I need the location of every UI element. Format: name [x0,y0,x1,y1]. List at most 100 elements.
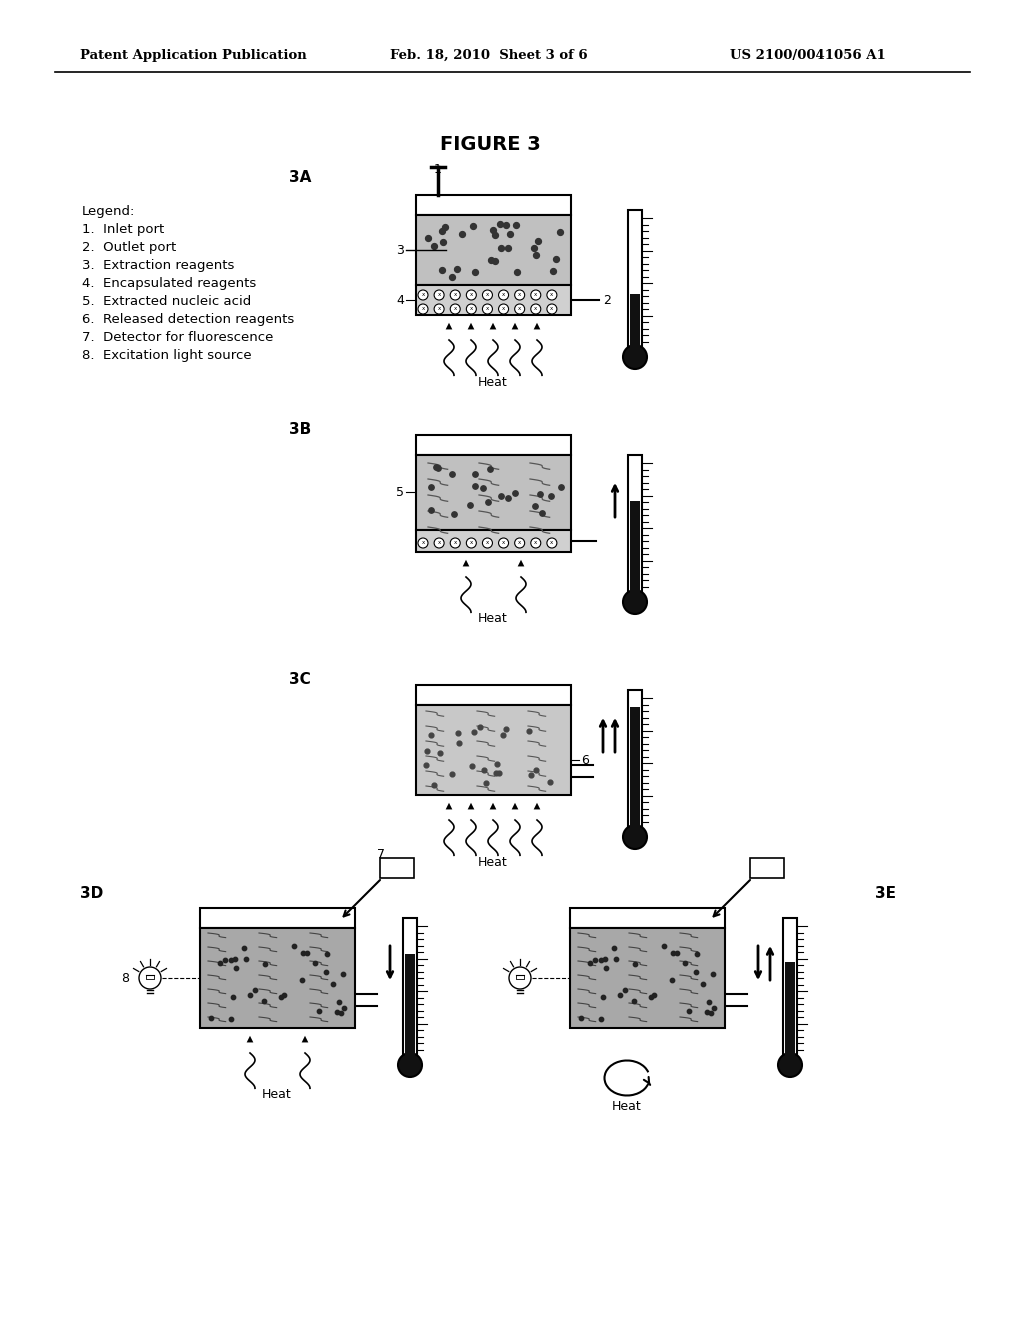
Point [222,949,239,970]
Text: x: x [470,540,473,545]
Point [493,214,509,235]
Circle shape [418,290,428,300]
Text: x: x [470,293,473,297]
Point [203,1007,219,1028]
Point [217,949,233,970]
Point [553,477,569,498]
Bar [406,954,415,1063]
Point [299,942,315,964]
Point [500,238,516,259]
Circle shape [466,290,476,300]
Bar [416,705,571,795]
Text: 4: 4 [396,293,404,306]
Text: x: x [518,293,521,297]
Point [507,483,523,504]
Point [502,223,518,244]
Point [572,1007,589,1028]
Point [492,762,508,783]
Point [333,1002,349,1023]
Text: x: x [454,540,457,545]
Point [498,214,514,235]
Text: 6: 6 [581,754,589,767]
Circle shape [466,304,476,314]
Point [582,953,598,974]
Point [702,1002,719,1023]
Point [501,487,517,508]
Point [483,249,500,271]
Point [286,935,302,956]
Circle shape [434,304,444,314]
Bar [783,917,797,1063]
Text: 6.  Released detection reagents: 6. Released detection reagents [82,313,294,326]
Circle shape [499,539,509,548]
Point [605,937,622,958]
Point [532,483,549,504]
Bar [628,210,642,355]
Point [611,985,628,1006]
Point [306,952,323,973]
Bar [570,908,725,928]
Text: 3C: 3C [289,672,311,688]
Circle shape [515,539,524,548]
Circle shape [623,825,647,849]
Point [256,990,272,1011]
Point [595,986,611,1007]
Point [627,990,643,1011]
Bar [570,928,725,1028]
Point [587,949,603,970]
Point [467,475,483,496]
Point [465,215,481,236]
Text: 5.  Extracted nucleic acid: 5. Extracted nucleic acid [82,294,251,308]
Point [525,238,542,259]
Point [593,1008,609,1030]
Point [239,948,255,969]
Bar [416,285,571,315]
Point [479,492,496,513]
Point [527,759,544,780]
Point [526,495,543,516]
Text: 3.  Extraction reagents: 3. Extraction reagents [82,259,234,272]
Point [452,733,468,754]
Bar [416,455,571,531]
Circle shape [434,539,444,548]
Text: US 2100/0041056 A1: US 2100/0041056 A1 [730,49,886,62]
Text: 8: 8 [121,972,129,985]
Point [552,220,568,242]
Point [592,949,608,970]
Point [493,238,509,259]
Point [317,962,334,983]
Bar [416,436,571,455]
Point [434,220,451,242]
Text: x: x [485,540,489,545]
Text: 3A: 3A [289,170,311,186]
Point [467,261,483,282]
Circle shape [530,539,541,548]
Point [509,261,525,282]
Point [616,979,633,1001]
Point [529,231,546,252]
Point [331,991,347,1012]
Point [247,979,263,1001]
Point [436,216,453,238]
Circle shape [623,345,647,370]
Point [462,494,478,515]
Bar [630,294,640,355]
Text: 4.  Encapsulated reagents: 4. Encapsulated reagents [82,277,256,290]
Text: x: x [550,306,554,312]
Circle shape [451,290,460,300]
Point [423,499,439,520]
Point [698,1002,715,1023]
Bar [416,215,571,285]
Point [627,953,643,974]
Text: x: x [502,306,505,312]
Point [542,771,558,792]
Point [212,953,228,974]
Point [543,484,559,506]
Text: x: x [421,540,425,545]
Point [335,964,351,985]
Point [329,1002,345,1023]
Point [521,721,538,742]
Point [295,942,311,964]
Point [443,764,460,785]
Point [705,964,721,985]
